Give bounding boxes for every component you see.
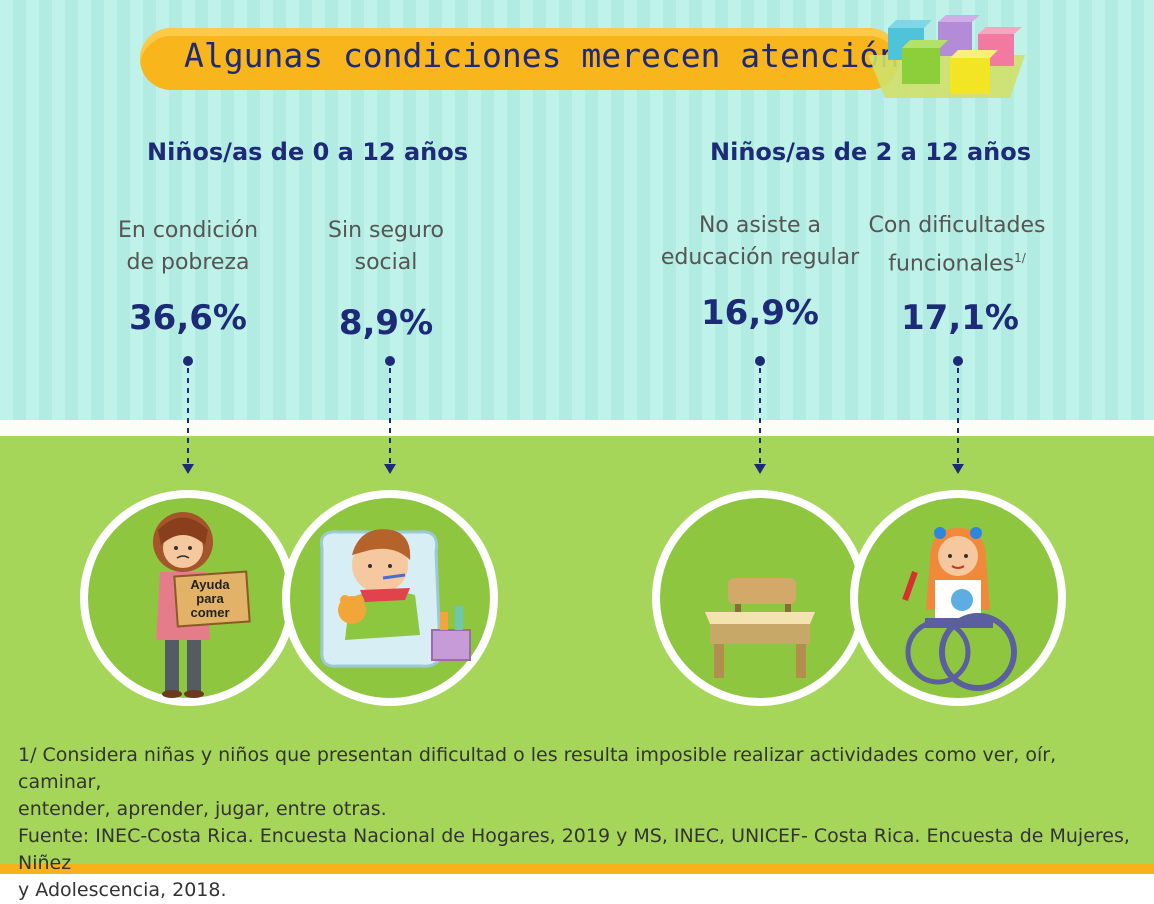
footnote-line2: entender, aprender, jugar, entre otras. [18,798,387,820]
source-line1: Fuente: INEC-Costa Rica. Encuesta Nacion… [18,825,1130,874]
label-no-insurance-line2: social [354,250,418,275]
connector-no-insurance [384,356,396,474]
connector-functional [952,356,964,474]
footer-strip [0,864,1154,874]
label-no-insurance: Sin seguro social [310,215,462,279]
value-no-insurance: 8,9% [338,303,434,343]
value-functional: 17,1% [901,298,1019,338]
source-line2: y Adolescencia, 2018. [18,879,227,901]
illustration-layer: Ayuda para comer [80,356,1066,706]
sign-line1: Ayuda [190,577,230,592]
sign-line3: comer [190,605,229,620]
label-no-school-line2: educación regular [660,245,860,270]
footnote-line1: 1/ Considera niñas y niños que presentan… [18,744,1057,793]
divider-band [0,420,1154,436]
decoration-layer [868,15,1025,98]
label-functional-sup: 1/ [1014,251,1026,265]
group-title-0-12: Niños/as de 0 a 12 años [147,138,468,166]
label-no-school-line1: No asiste a [698,213,822,238]
connector-no-school [754,356,766,474]
value-poverty: 36,6% [129,298,247,338]
wheelchair-child-icon [902,527,1017,691]
blocks-icon [868,15,1025,98]
connector-poverty [182,356,194,474]
label-functional: Con dificultades funcionales1/ [862,210,1052,280]
sick-child-icon [319,529,471,668]
label-functional-line1: Con dificultades [868,213,1046,238]
label-poverty-line2: de pobreza [126,250,250,275]
label-poverty-line1: En condición [117,218,259,243]
page-title: Algunas condiciones merecen atención [184,36,900,75]
footnote: 1/ Considera niñas y niños que presentan… [18,742,1143,904]
label-no-insurance-line1: Sin seguro [328,218,444,243]
school-desk-icon [705,578,815,678]
label-poverty: En condición de pobreza [100,215,276,279]
label-functional-line2: funcionales1/ [862,242,1052,280]
label-functional-text: funcionales [888,251,1015,277]
poor-child-icon [153,512,251,698]
label-no-school: No asiste a educación regular [655,210,865,274]
value-no-school: 16,9% [701,293,819,333]
title-banner [140,28,900,90]
group-title-2-12: Niños/as de 2 a 12 años [710,138,1031,166]
sign-line2: para [196,591,224,606]
